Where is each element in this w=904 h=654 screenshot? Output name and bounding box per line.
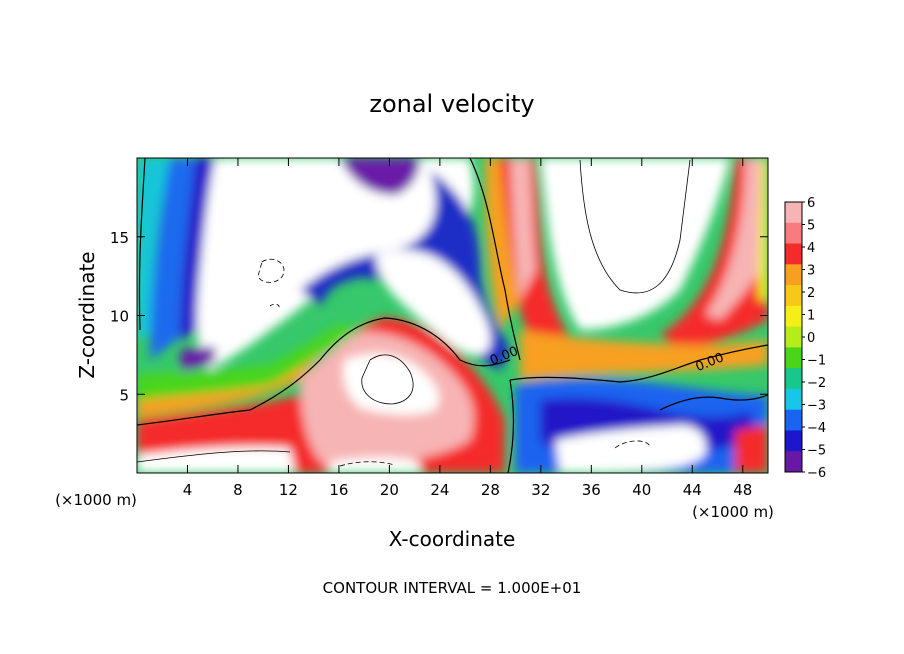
contour-line-6 — [659, 394, 768, 411]
colorbar: 6 5 4 3 2 1 0 −1 −2 −3 −4 −5 −6 — [784, 196, 826, 481]
contour-line-4 — [509, 344, 768, 383]
x-axis-title: X-coordinate — [389, 527, 516, 551]
colorbar-label: 4 — [807, 241, 815, 256]
colorbar-swatch — [785, 202, 802, 224]
field-lower-right-white — [555, 424, 707, 473]
y-tick-label: 5 — [119, 386, 129, 404]
x-tick-label: 32 — [531, 481, 550, 499]
contour-lines — [137, 158, 768, 473]
x-axis: 4 8 12 16 20 24 28 32 36 40 44 48 — [183, 158, 752, 499]
field-tongue-white — [375, 249, 491, 356]
colorbar-label: 3 — [807, 264, 815, 279]
field-bottom-center-white — [330, 457, 420, 473]
contour-line-dashed-4 — [339, 461, 396, 467]
x-tick-label: 4 — [183, 481, 193, 499]
x-tick-label: 28 — [481, 481, 500, 499]
colorbar-swatch — [785, 264, 802, 286]
colorbar-label: 2 — [807, 286, 815, 301]
colorbar-swatch — [785, 222, 802, 245]
field-purple-top — [340, 158, 420, 195]
field-left-cyan — [137, 158, 172, 340]
y-tick-label: 15 — [110, 229, 129, 247]
x-tick-label: 36 — [582, 481, 601, 499]
colorbar-swatch — [785, 285, 802, 307]
y-axis: 5 10 15 — [110, 229, 768, 404]
x-tick-label: 12 — [279, 481, 298, 499]
colorbar-swatch — [785, 243, 802, 265]
x-tick-label: 16 — [329, 481, 348, 499]
colorbar-swatch — [785, 388, 802, 411]
colorbar-label: −6 — [807, 466, 826, 481]
colorbar-label: 6 — [807, 196, 815, 211]
colorbar-swatch — [785, 451, 802, 473]
field-bottom-white — [137, 446, 295, 473]
contour-line-dashed-3 — [614, 440, 651, 449]
field-lower-right-red — [735, 425, 768, 473]
colorbar-swatch — [785, 409, 802, 431]
colorbar-swatch — [785, 430, 802, 452]
field-purple-left — [180, 346, 215, 372]
contour-line-2 — [469, 158, 521, 361]
contour-line-3 — [137, 317, 511, 426]
field-lower-left-orange — [137, 318, 380, 418]
colorbar-label: −1 — [807, 354, 826, 369]
field-right-red — [660, 158, 768, 350]
contour-interval-note: CONTOUR INTERVAL = 1.000E+01 — [323, 579, 582, 597]
colorbar-swatch — [785, 326, 802, 348]
field-right-yellow — [758, 158, 768, 300]
field-center-orange — [485, 158, 520, 330]
colorbar-label: 5 — [807, 219, 815, 234]
colorbar-label: −3 — [807, 399, 826, 414]
field-center-pink — [510, 158, 536, 300]
contour-line-7 — [579, 159, 691, 294]
contour-line-5 — [507, 379, 515, 473]
field-upper-right-white — [540, 158, 730, 330]
contour-line-dashed-1 — [257, 258, 285, 283]
x-tick-label: 48 — [733, 481, 752, 499]
x-tick-label: 8 — [233, 481, 243, 499]
colorbar-label: 0 — [807, 331, 815, 346]
x-tick-label: 44 — [683, 481, 702, 499]
y-axis-title: Z-coordinate — [75, 251, 99, 378]
contour-line-9 — [137, 450, 291, 463]
x-unit-label-left: (×1000 m) — [55, 491, 137, 509]
field-right-pink — [705, 158, 768, 320]
colorbar-swatch — [785, 368, 802, 390]
x-tick-label: 24 — [430, 481, 449, 499]
contour-line-8 — [361, 354, 414, 405]
x-unit-label-right: (×1000 m) — [692, 503, 774, 521]
colorbar-swatch — [785, 305, 802, 328]
colorbar-swatch — [785, 347, 802, 369]
field-lower-left-white — [343, 353, 439, 415]
colorbar-label: −2 — [807, 376, 826, 391]
plot-area — [137, 158, 768, 473]
field-lower-left-green — [137, 325, 360, 400]
colorbar-label: −5 — [807, 444, 826, 459]
y-tick-label: 10 — [110, 308, 129, 326]
colorbar-label: 1 — [807, 309, 815, 324]
field-middle-orange — [520, 330, 768, 380]
velocity-field — [137, 158, 768, 473]
colorbar-label: −4 — [807, 421, 826, 436]
x-tick-label: 40 — [632, 481, 651, 499]
contour-line-dashed-2 — [269, 303, 280, 309]
x-tick-label: 20 — [380, 481, 399, 499]
field-left-blue — [150, 158, 240, 360]
field-upper-white — [197, 158, 474, 370]
chart-title: zonal velocity — [369, 90, 534, 118]
